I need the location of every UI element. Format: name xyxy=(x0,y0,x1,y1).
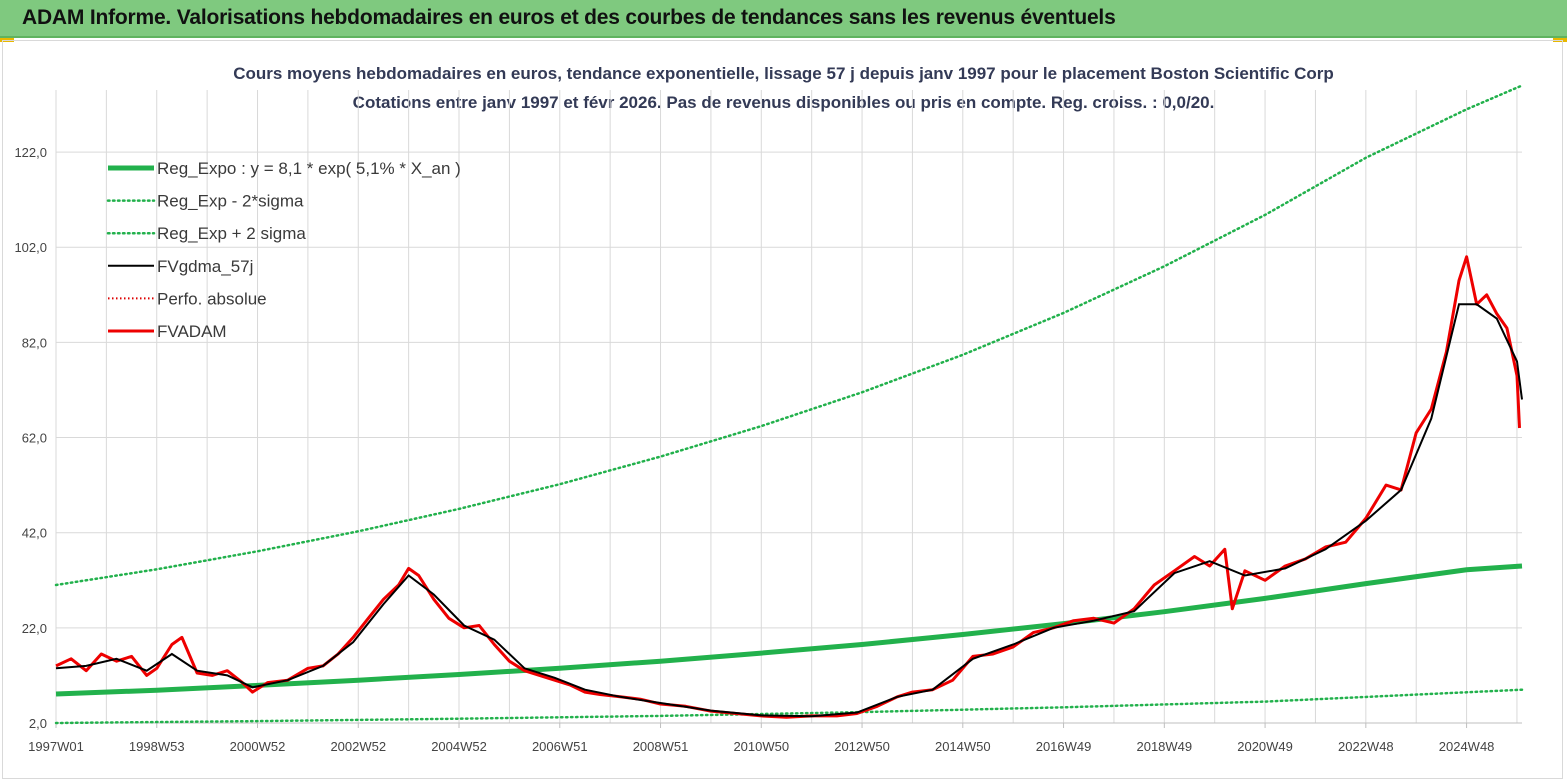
series-layer xyxy=(54,84,1524,725)
x-tick-label: 2006W51 xyxy=(532,739,588,754)
series-reg-exp-2-sigma xyxy=(54,84,1524,587)
y-tick-label: 42,0 xyxy=(22,526,47,541)
x-tick-label: 2000W52 xyxy=(230,739,286,754)
legend-entry: Reg_Expo : y = 8,1 * exp( 5,1% * X_an ) xyxy=(157,159,461,178)
y-tick-label: 22,0 xyxy=(22,621,47,636)
x-tick-label: 2008W51 xyxy=(633,739,689,754)
x-tick-label: 2004W52 xyxy=(431,739,487,754)
header-bar: ADAM Informe. Valorisations hebdomadaire… xyxy=(0,0,1567,38)
x-tick-label: 2016W49 xyxy=(1036,739,1092,754)
legend-entry: FVADAM xyxy=(157,322,227,341)
y-tick-label: 122,0 xyxy=(14,145,47,160)
axis-layer: 2,0 22,0 42,0 62,0 82,0 102,0 122,0 1997W01 1998… xyxy=(14,145,1522,754)
y-tick-label: 2,0 xyxy=(29,716,47,731)
series-reg-exp-2-sigma xyxy=(54,688,1524,725)
legend-entry: Reg_Exp + 2 sigma xyxy=(157,224,306,243)
series-fvgdma-57j xyxy=(55,303,1523,718)
y-tick-label: 62,0 xyxy=(22,431,47,446)
legend: Reg_Expo : y = 8,1 * exp( 5,1% * X_an ) R… xyxy=(106,159,461,341)
x-tick-label: 2018W49 xyxy=(1136,739,1192,754)
x-tick-label: 2014W50 xyxy=(935,739,991,754)
grid-layer xyxy=(55,90,1522,724)
x-tick-label: 2024W48 xyxy=(1439,739,1495,754)
x-tick-label: 2012W50 xyxy=(834,739,890,754)
x-tick-label: 2022W48 xyxy=(1338,739,1394,754)
series-reg-expo-y-8-1-exp-5-1-x-an xyxy=(55,563,1523,697)
legend-entry: Perfo. absolue xyxy=(157,289,267,308)
x-tick-label: 2002W52 xyxy=(330,739,386,754)
chart-title-line2: Cotations entre janv 1997 et févr 2026. … xyxy=(352,93,1215,112)
y-tick-label: 82,0 xyxy=(22,335,47,350)
y-tick-label: 102,0 xyxy=(14,240,47,255)
x-tick-label: 1998W53 xyxy=(129,739,185,754)
legend-entry: Reg_Exp - 2*sigma xyxy=(157,192,304,211)
legend-entry: FVgdma_57j xyxy=(157,257,253,276)
chart-title-line1: Cours moyens hebdomadaires en euros, ten… xyxy=(233,64,1334,83)
page-title: ADAM Informe. Valorisations hebdomadaire… xyxy=(22,6,1116,29)
series-fvadam xyxy=(55,255,1521,719)
x-tick-label: 1997W01 xyxy=(28,739,84,754)
x-tick-label: 2010W50 xyxy=(733,739,789,754)
x-tick-label: 2020W49 xyxy=(1237,739,1293,754)
chart-frame xyxy=(2,40,1563,779)
